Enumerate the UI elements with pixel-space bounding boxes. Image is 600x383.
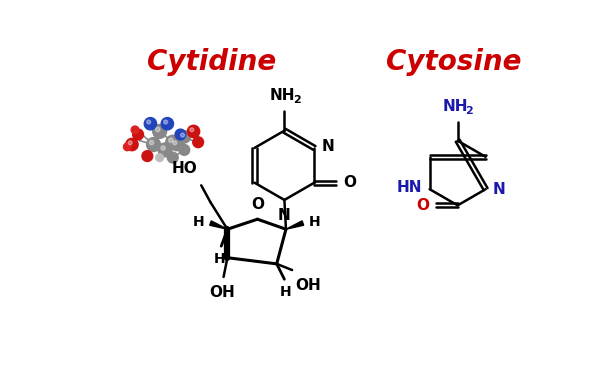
Text: H: H [280, 285, 292, 300]
Circle shape [178, 131, 190, 143]
Circle shape [173, 141, 177, 145]
Text: NH: NH [443, 99, 468, 114]
Text: O: O [416, 198, 429, 213]
Text: H: H [309, 214, 320, 229]
Text: HN: HN [397, 180, 422, 195]
Circle shape [126, 138, 138, 151]
Text: NH: NH [269, 88, 295, 103]
Circle shape [153, 124, 167, 138]
Circle shape [179, 144, 190, 155]
Polygon shape [286, 221, 304, 229]
Circle shape [164, 120, 167, 124]
Circle shape [147, 120, 151, 124]
Text: 2: 2 [466, 106, 473, 116]
Circle shape [156, 154, 164, 162]
Circle shape [146, 137, 160, 151]
Circle shape [181, 133, 185, 137]
Text: O: O [343, 175, 356, 190]
Circle shape [124, 143, 131, 151]
Polygon shape [209, 221, 227, 229]
Circle shape [142, 151, 153, 162]
Text: 2: 2 [293, 95, 301, 105]
Text: Cytidine: Cytidine [146, 48, 276, 76]
Text: N: N [322, 139, 334, 154]
Text: H: H [214, 252, 226, 266]
Circle shape [158, 143, 172, 157]
Circle shape [161, 118, 173, 130]
Circle shape [149, 140, 154, 145]
Circle shape [167, 152, 178, 163]
Circle shape [190, 128, 194, 132]
Text: OH: OH [209, 285, 235, 300]
Circle shape [193, 137, 203, 147]
Text: N: N [278, 208, 291, 223]
Circle shape [144, 118, 157, 130]
Circle shape [170, 138, 183, 151]
Text: HO: HO [172, 161, 197, 176]
Text: H: H [193, 214, 205, 229]
Circle shape [131, 126, 139, 134]
Circle shape [161, 146, 166, 150]
Circle shape [128, 141, 132, 145]
Circle shape [175, 129, 186, 140]
Text: O: O [251, 196, 264, 211]
Circle shape [169, 138, 173, 142]
Circle shape [133, 129, 143, 140]
Text: N: N [493, 182, 505, 197]
Text: OH: OH [295, 278, 321, 293]
Circle shape [187, 125, 200, 137]
Circle shape [166, 135, 179, 149]
Circle shape [155, 127, 160, 132]
Text: Cytosine: Cytosine [386, 48, 521, 76]
